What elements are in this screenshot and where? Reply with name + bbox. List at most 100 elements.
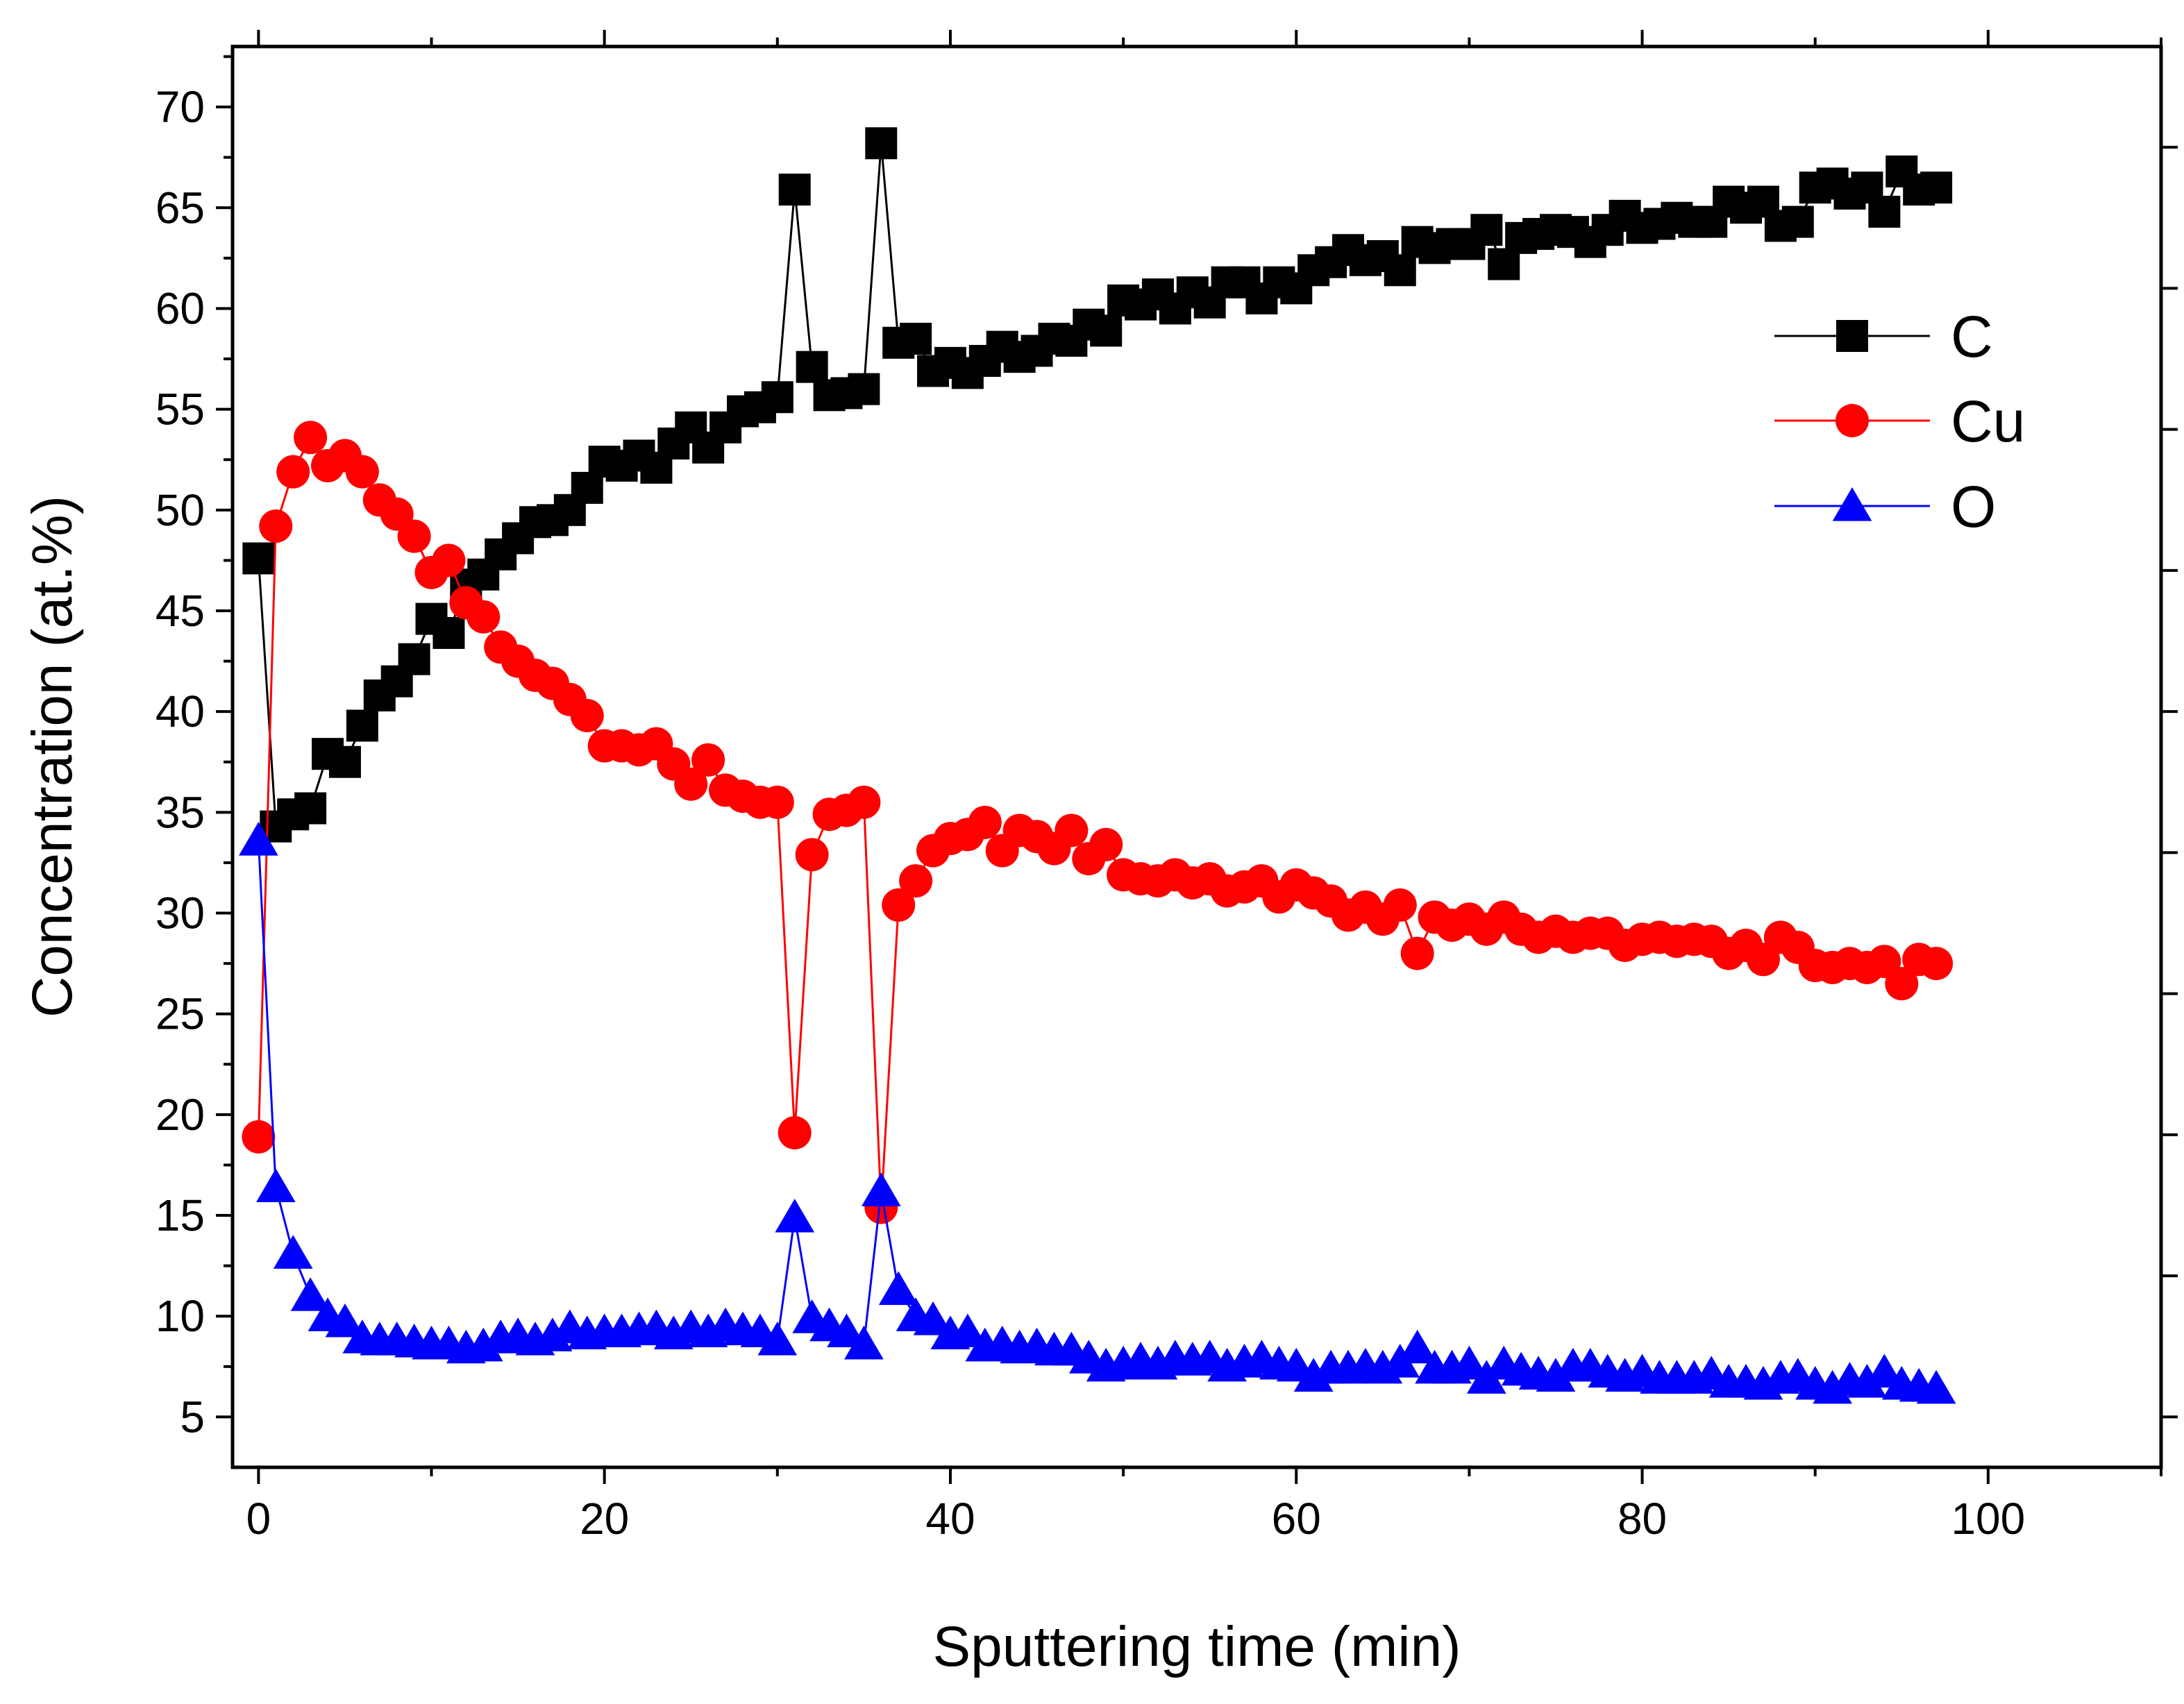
- data-point-cu: [1383, 888, 1417, 922]
- legend-entry-o: O: [1774, 474, 1996, 539]
- x-tick-label: 20: [580, 1494, 629, 1544]
- data-point-o: [757, 1322, 798, 1356]
- data-point-o: [325, 1303, 365, 1338]
- legend-label: Cu: [1951, 389, 2025, 454]
- y-tick-label: 25: [156, 989, 205, 1039]
- data-point-cu: [1400, 936, 1434, 970]
- x-tick-label: 100: [1951, 1494, 2025, 1544]
- data-point-cu: [674, 767, 708, 801]
- legend-marker: [1836, 320, 1868, 352]
- y-tick-label: 55: [156, 385, 205, 435]
- data-point-o: [290, 1277, 330, 1311]
- series-line-o: [257, 840, 1937, 1390]
- data-point-o: [844, 1325, 884, 1360]
- data-point-o: [273, 1235, 313, 1269]
- y-tick-label: 5: [180, 1392, 205, 1442]
- data-point-cu: [847, 785, 881, 819]
- data-point-cu: [795, 838, 829, 872]
- data-point-o: [775, 1198, 815, 1233]
- legend-label: O: [1951, 474, 1996, 539]
- data-point-cu: [1055, 813, 1089, 847]
- data-point-c: [900, 323, 932, 355]
- legend-entry-cu: Cu: [1774, 389, 2025, 454]
- data-point-cu: [691, 743, 725, 777]
- x-tick-label: 0: [246, 1494, 271, 1544]
- series-line-c: [257, 143, 1937, 829]
- data-point-cu: [242, 1120, 276, 1154]
- y-tick-label: 40: [156, 686, 205, 736]
- data-point-o: [878, 1271, 918, 1306]
- data-point-cu: [570, 698, 604, 732]
- legend-label: C: [1951, 304, 1993, 369]
- y-tick-label: 50: [156, 485, 205, 535]
- data-point-o: [1536, 1358, 1576, 1392]
- data-point-c: [1868, 196, 1901, 228]
- data-point-o: [1847, 1364, 1887, 1398]
- data-point-cu: [397, 519, 431, 553]
- data-point-cu: [1885, 967, 1919, 1001]
- data-point-o: [1916, 1369, 1956, 1404]
- data-point-c: [328, 745, 361, 778]
- data-point-cu: [259, 509, 293, 543]
- data-point-c: [398, 643, 430, 675]
- data-point-c: [1781, 205, 1814, 238]
- y-tick-label: 35: [156, 787, 205, 837]
- y-tick-label: 45: [156, 586, 205, 636]
- data-point-o: [948, 1313, 988, 1348]
- data-point-c: [346, 709, 378, 742]
- data-point-cu: [899, 864, 933, 898]
- legend-marker: [1836, 404, 1869, 437]
- data-point-cu: [778, 1116, 812, 1150]
- data-point-o: [1397, 1329, 1438, 1364]
- x-axis-label: Sputtering time (min): [932, 1615, 1461, 1678]
- plot-area: [230, 44, 2163, 1469]
- y-tick-label: 65: [156, 183, 205, 233]
- y-axis-label: Concentration (at.%): [21, 496, 84, 1018]
- data-point-c: [1920, 171, 1953, 204]
- y-tick-label: 60: [156, 283, 205, 333]
- data-point-c: [294, 792, 327, 825]
- data-point-o: [239, 821, 278, 856]
- series-c: [242, 127, 1953, 843]
- legend-marker: [1832, 487, 1872, 521]
- data-point-o: [255, 1168, 296, 1203]
- y-tick-label: 70: [156, 82, 205, 132]
- data-point-o: [913, 1301, 953, 1335]
- x-tick-label: 80: [1618, 1494, 1667, 1544]
- data-point-c: [761, 381, 793, 414]
- data-point-c: [1470, 214, 1503, 246]
- y-tick-label: 20: [156, 1090, 205, 1140]
- y-tick-label: 10: [156, 1291, 205, 1341]
- y-tick-label: 15: [156, 1190, 205, 1240]
- data-point-c: [1384, 254, 1416, 287]
- data-point-c: [796, 351, 828, 383]
- series-layer: [239, 127, 1956, 1404]
- data-point-c: [432, 616, 465, 649]
- data-point-cu: [294, 421, 328, 455]
- y-tick-label: 30: [156, 888, 205, 938]
- series-o: [239, 821, 1956, 1404]
- x-tick-labels: 0 20 40 60 80 100: [246, 1494, 2026, 1544]
- legend: C Cu O: [1774, 304, 2025, 539]
- data-point-cu: [276, 455, 310, 489]
- data-point-cu: [467, 600, 501, 634]
- data-point-cu: [968, 805, 1002, 839]
- data-point-c: [1090, 314, 1123, 347]
- data-point-c: [242, 542, 275, 575]
- plot-frame: [230, 44, 2163, 1469]
- axis-ticks: [216, 30, 2178, 1484]
- data-point-c: [778, 174, 811, 206]
- data-point-cu: [1920, 947, 1954, 981]
- series-cu: [242, 421, 1954, 1224]
- x-tick-label: 40: [925, 1494, 975, 1544]
- data-point-cu: [1089, 827, 1123, 861]
- data-point-cu: [882, 888, 916, 922]
- data-point-cu: [345, 455, 379, 489]
- data-point-cu: [432, 543, 466, 577]
- legend-entry-c: C: [1774, 304, 1993, 369]
- y-tick-labels: 5 10 15 20 25 30 35 40 45 50 55 60 65 70: [156, 82, 205, 1442]
- data-point-o: [861, 1172, 901, 1206]
- x-tick-label: 60: [1272, 1494, 1321, 1544]
- data-point-cu: [760, 785, 794, 819]
